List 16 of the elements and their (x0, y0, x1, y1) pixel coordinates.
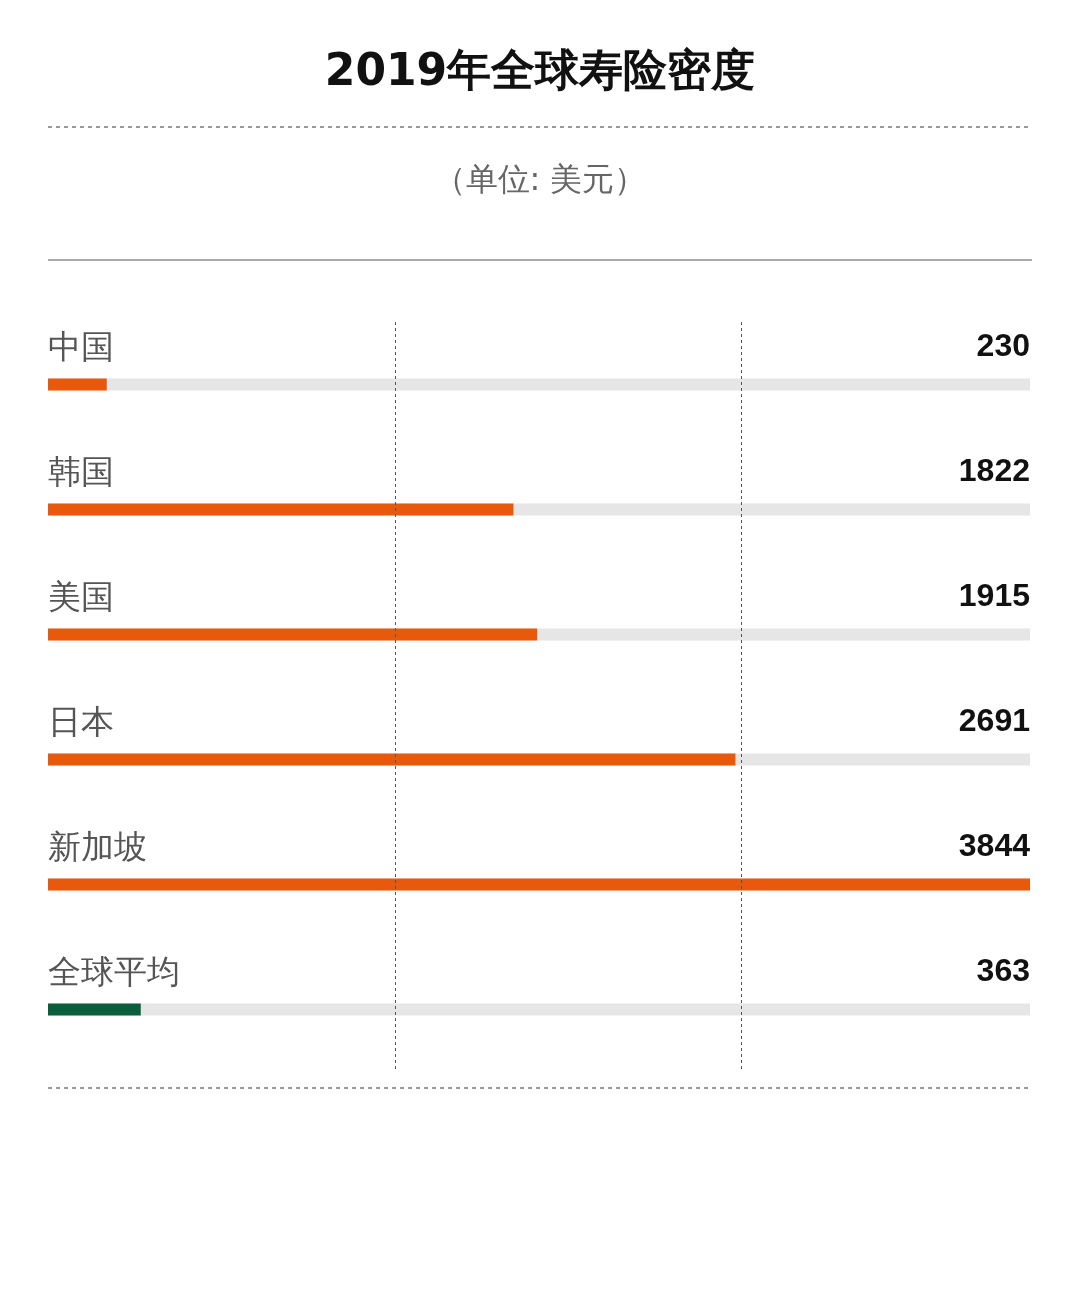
data-label: 363 (976, 951, 1030, 988)
y-tick-label: 新加坡 (48, 826, 147, 866)
y-tick-label: 日本 (48, 701, 114, 741)
chart-subtitle: （单位: 美元） (433, 160, 647, 198)
data-label: 1915 (958, 576, 1030, 613)
y-tick-label: 美国 (48, 576, 114, 616)
chart-title: 2019年全球寿险密度 (324, 43, 756, 95)
y-tick-label: 中国 (48, 326, 114, 366)
y-tick-label: 全球平均 (48, 951, 180, 991)
bar (48, 1003, 141, 1016)
data-label: 230 (976, 326, 1030, 363)
data-label: 2691 (958, 701, 1030, 738)
bar (48, 378, 107, 391)
y-tick-label: 韩国 (48, 451, 114, 491)
data-label: 1822 (958, 451, 1030, 488)
data-label: 3844 (958, 826, 1031, 863)
